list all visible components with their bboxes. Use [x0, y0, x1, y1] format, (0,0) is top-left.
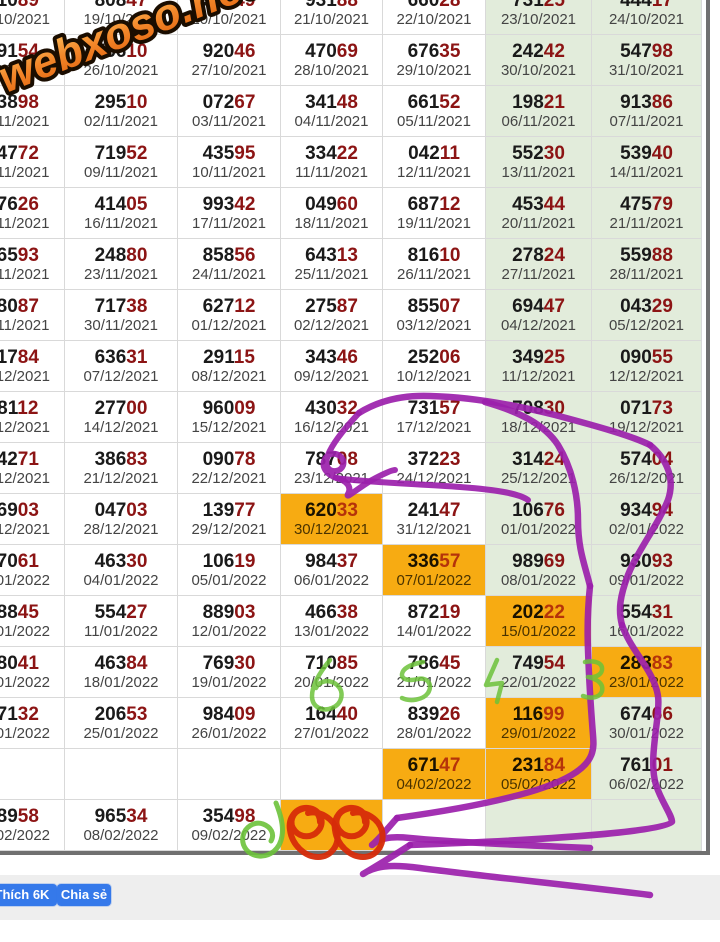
svg-text:webxoso.net: webxoso.net — [0, 0, 265, 102]
